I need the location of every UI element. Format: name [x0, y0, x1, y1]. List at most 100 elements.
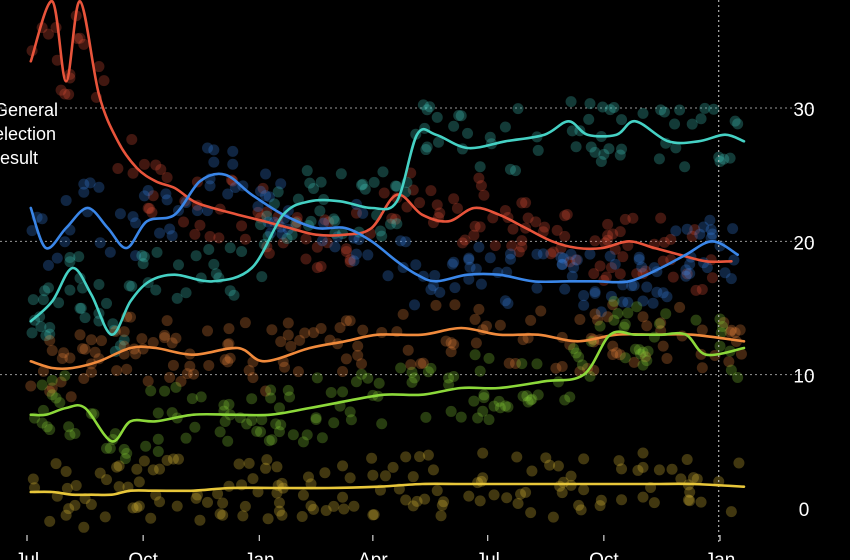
poll-dot	[94, 467, 106, 479]
poll-dot	[670, 225, 682, 237]
poll-dot	[637, 447, 649, 459]
poll-dot	[451, 202, 463, 214]
poll-dot	[64, 256, 76, 268]
poll-dot	[568, 262, 580, 274]
poll-dot	[111, 461, 123, 473]
poll-dot	[516, 197, 528, 209]
poll-dot	[130, 217, 142, 229]
poll-dot	[145, 512, 157, 524]
poll-dot	[314, 205, 326, 217]
poll-dot	[175, 375, 187, 387]
poll-dot	[610, 347, 622, 359]
poll-dot	[64, 284, 76, 296]
poll-dot	[701, 262, 713, 274]
poll-dot	[77, 343, 89, 355]
poll-dot	[705, 224, 717, 236]
poll-dot	[494, 319, 506, 331]
poll-dot	[184, 360, 196, 372]
poll-dot	[385, 218, 397, 230]
poll-dot	[138, 251, 150, 263]
poll-dot	[470, 263, 482, 275]
poll-dot	[535, 305, 547, 317]
poll-dot	[296, 511, 308, 523]
poll-dot	[681, 454, 693, 466]
poll-dot	[400, 451, 412, 463]
poll-dot	[573, 499, 585, 511]
poll-dot	[550, 362, 562, 374]
election-annotation: General election result	[0, 98, 58, 170]
poll-dot	[406, 366, 418, 378]
poll-dot	[344, 256, 356, 268]
y-tick-label: 10	[793, 367, 814, 388]
poll-dot	[696, 283, 708, 295]
poll-dot	[167, 453, 179, 465]
poll-dot	[633, 251, 645, 263]
poll-dot	[53, 297, 65, 309]
poll-dot	[59, 236, 71, 248]
poll-dot	[584, 248, 596, 260]
poll-dot	[260, 385, 272, 397]
poll-dot	[166, 230, 178, 242]
poll-dot	[37, 294, 49, 306]
annotation-line-3: result	[0, 148, 39, 168]
poll-dot	[376, 326, 388, 338]
poll-dot	[459, 234, 471, 246]
poll-dot	[616, 143, 628, 155]
poll-dot	[680, 264, 692, 276]
poll-dot	[468, 229, 480, 241]
poll-dot	[131, 463, 143, 475]
poll-dot	[78, 38, 90, 50]
poll-dot	[191, 489, 203, 501]
poll-dot	[723, 356, 735, 368]
poll-dot	[420, 144, 432, 156]
poll-dot	[180, 432, 192, 444]
poll-dot	[478, 392, 490, 404]
poll-dot	[589, 287, 601, 299]
poll-dot	[356, 179, 368, 191]
poll-dot	[208, 258, 220, 270]
poll-dot	[44, 335, 56, 347]
poll-dot	[571, 254, 583, 266]
poll-dot	[578, 453, 590, 465]
poll-dot	[204, 231, 216, 243]
poll-dot	[271, 487, 283, 499]
poll-dot	[265, 392, 277, 404]
poll-dot	[537, 248, 549, 260]
poll-dot	[604, 104, 616, 116]
poll-dot	[425, 284, 437, 296]
poll-dot	[578, 484, 590, 496]
poll-dot	[276, 477, 288, 489]
poll-dot	[50, 392, 62, 404]
poll-dot	[218, 399, 230, 411]
poll-dot	[725, 324, 737, 336]
poll-dot	[566, 125, 578, 137]
poll-dot	[489, 240, 501, 252]
poll-dot	[161, 454, 173, 466]
poll-dot	[161, 171, 173, 183]
poll-dot	[422, 366, 434, 378]
poll-dot	[260, 168, 272, 180]
poll-dot	[570, 141, 582, 153]
poll-dot	[405, 359, 417, 371]
poll-dot	[583, 113, 595, 125]
poll-dot	[729, 327, 741, 339]
poll-dot	[681, 223, 693, 235]
poll-dot	[429, 269, 441, 281]
poll-dot	[348, 500, 360, 512]
poll-dot	[717, 321, 729, 333]
poll-dot	[400, 494, 412, 506]
poll-dot	[568, 343, 580, 355]
poll-dot	[119, 453, 131, 465]
poll-dot	[287, 429, 299, 441]
poll-dot	[58, 347, 70, 359]
x-tick-label: Oct	[589, 550, 619, 560]
poll-dot	[670, 142, 682, 154]
poll-dot	[657, 287, 669, 299]
poll-dot	[515, 488, 527, 500]
poll-dot	[367, 469, 379, 481]
poll-dot	[142, 375, 154, 387]
poll-dot	[239, 317, 251, 329]
poll-dot	[64, 429, 76, 441]
poll-dot	[651, 286, 663, 298]
poll-dot	[732, 371, 744, 383]
